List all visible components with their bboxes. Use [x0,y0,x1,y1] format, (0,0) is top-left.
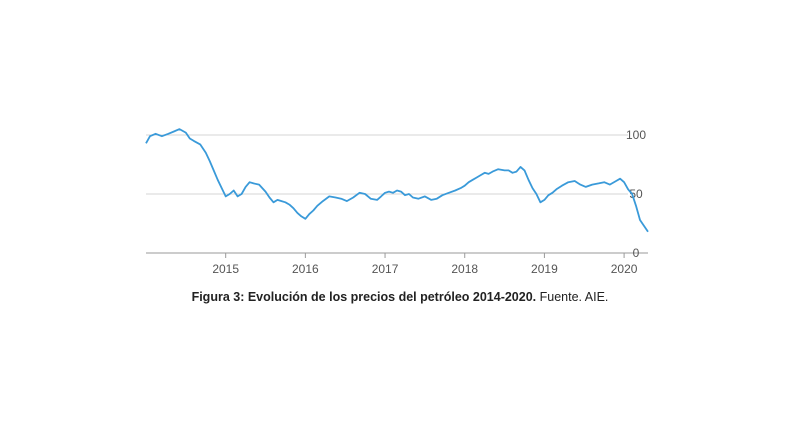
x-tick-label-2015: 2015 [212,262,239,276]
x-tick-label-2018: 2018 [451,262,478,276]
grid-lines [146,134,628,195]
x-tick-label-2017: 2017 [372,262,399,276]
x-tick-label-2020: 2020 [611,262,638,276]
x-tick-labels: 2015 2016 2017 2018 2019 2020 [212,262,637,276]
x-tick-label-2016: 2016 [292,262,319,276]
y-tick-label-100: 100 [626,128,646,142]
figure-caption: Figura 3: Evolución de los precios del p… [0,290,800,304]
caption-source: Fuente. AIE. [536,290,609,304]
price-series [145,128,649,233]
x-axis [146,252,648,258]
y-tick-label-0: 0 [633,246,640,260]
series-line-0 [145,128,649,233]
caption-title: Figura 3: Evolución de los precios del p… [191,290,537,304]
x-tick-label-2019: 2019 [531,262,558,276]
